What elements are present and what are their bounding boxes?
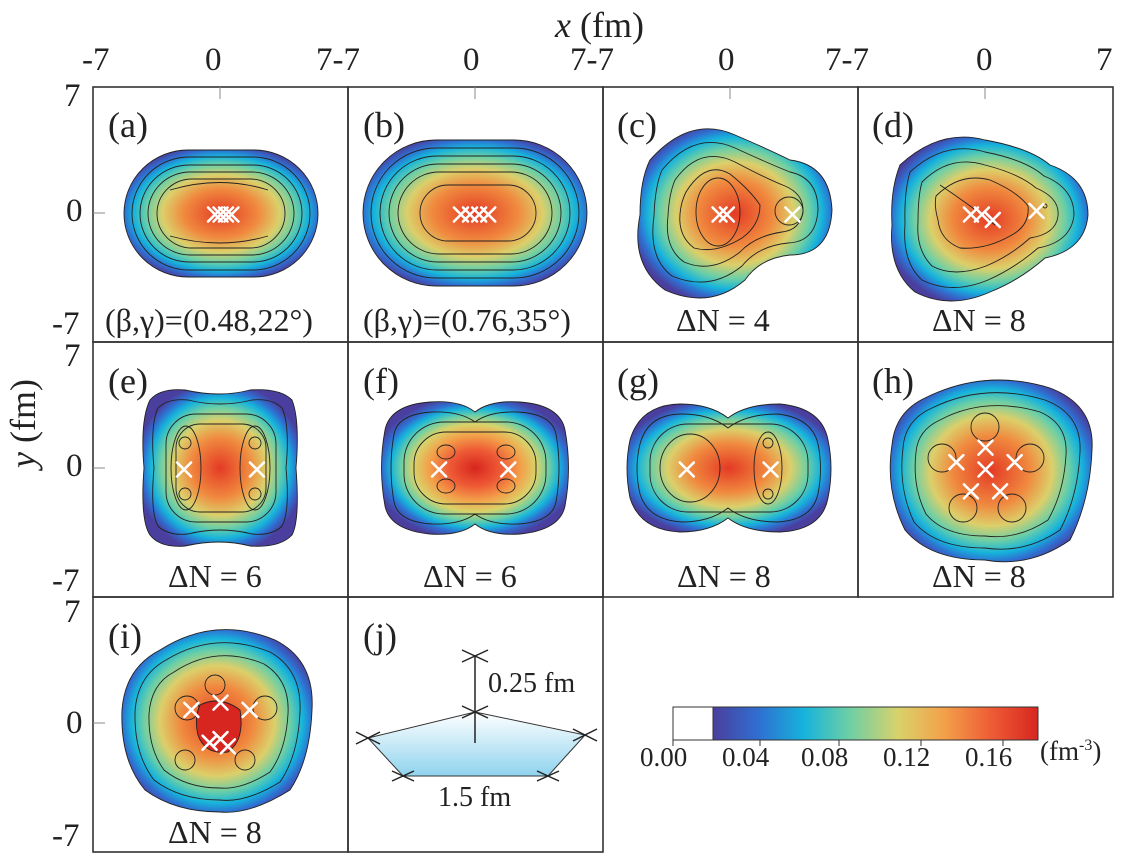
cluster-cross-marker (948, 453, 965, 471)
y-tick-label: 0 (66, 448, 83, 484)
y-tick-label: -7 (52, 818, 80, 854)
y-tick-label: -7 (52, 563, 80, 599)
panel-label-j: (j) (363, 616, 397, 656)
density-map-g (626, 403, 832, 533)
colorbar-unit-base: (fm (1040, 736, 1079, 766)
cluster-cross-marker (977, 439, 994, 456)
x-tick-label: 7-7 (825, 42, 869, 78)
y-tick-label: 7 (64, 338, 81, 374)
panel-caption-a: (β,γ)=(0.48,22°) (105, 302, 313, 338)
density-map-e (142, 389, 298, 547)
panel-caption-g: ΔN = 8 (677, 558, 771, 594)
panel-label-e: (e) (108, 361, 148, 401)
x-tick-label: 7-7 (570, 42, 614, 78)
x-axis-title: x (fm) (555, 4, 644, 46)
panel-caption-f: ΔN = 6 (423, 558, 517, 594)
colorbar-tick-label: 0.04 (722, 742, 770, 772)
panel-caption-i: ΔN = 8 (168, 814, 262, 850)
cluster-cross-marker (183, 701, 200, 719)
density-map-h (889, 379, 1093, 563)
panel-caption-d: ΔN = 8 (932, 302, 1026, 338)
density-map-c (637, 128, 833, 299)
panel-frame-j (347, 596, 604, 853)
x-axis-unit: (fm) (579, 5, 644, 45)
y-tick-label: 7 (64, 594, 81, 630)
cluster-centers (175, 202, 1045, 755)
cluster-cross-marker (206, 206, 224, 223)
colorbar-tick-label: 0.12 (883, 742, 931, 772)
panel-label-c: (c) (617, 105, 657, 145)
cluster-cross-marker (762, 461, 779, 478)
y-tick-label: -7 (52, 306, 80, 342)
x-axis-symbol: x (555, 5, 571, 45)
prism-schematic-j (355, 649, 598, 782)
colorbar (672, 706, 1039, 746)
panel-label-d: (d) (872, 105, 914, 145)
cluster-cross-marker (962, 483, 980, 500)
cluster-cross-marker (175, 461, 193, 478)
cluster-cross-marker (1028, 202, 1045, 220)
annotation-height: 0.25 fm (488, 668, 576, 699)
x-tick-label: 0 (463, 42, 480, 78)
cluster-cross-marker (678, 461, 696, 478)
colorbar-unit: (fm-3) (1040, 736, 1101, 767)
panel-caption-b: (β,γ)=(0.76,35°) (363, 302, 571, 338)
panel-label-b: (b) (363, 105, 405, 145)
cluster-cross-marker (219, 738, 237, 755)
x-tick-label: 7 (1096, 42, 1113, 78)
cluster-cross-marker (984, 211, 1002, 229)
panel-label-g: (g) (617, 361, 659, 401)
cluster-cross-marker (991, 483, 1009, 500)
cluster-cross-marker (241, 701, 258, 719)
cluster-cross-marker (711, 206, 728, 223)
cluster-cross-marker (977, 461, 994, 478)
cluster-cross-marker (973, 206, 991, 223)
panel-frame-h (857, 341, 1114, 598)
x-tick-label: 7-7 (316, 42, 360, 78)
x-tick-label: 0 (976, 42, 993, 78)
panel-label-a: (a) (108, 105, 148, 145)
colorbar-unit-exponent: -3 (1078, 737, 1093, 754)
x-tick-label: 0 (718, 42, 735, 78)
cluster-cross-marker (201, 734, 218, 752)
panel-caption-h: ΔN = 8 (932, 558, 1026, 594)
y-tick-label: 0 (66, 705, 83, 741)
panel-label-h: (h) (872, 361, 914, 401)
colorbar-tick-label: 0.00 (640, 742, 688, 772)
colorbar-gradient (712, 706, 1039, 741)
cluster-cross-marker (1006, 453, 1023, 471)
panel-label-f: (f) (363, 361, 399, 401)
cluster-cross-marker (784, 206, 801, 223)
x-tick-label: -7 (82, 42, 110, 78)
annotation-width: 1.5 fm (438, 782, 512, 813)
y-tick-label: 7 (64, 78, 81, 114)
cluster-cross-marker (248, 461, 266, 478)
cluster-cross-marker (718, 206, 736, 223)
colorbar-tick-label: 0.16 (965, 742, 1013, 772)
density-map-f (381, 401, 569, 535)
y-tick-label: 0 (66, 193, 83, 229)
cluster-cross-marker (430, 461, 448, 478)
panel-caption-e: ΔN = 6 (168, 558, 262, 594)
cluster-cross-marker (223, 206, 240, 223)
density-map-b (362, 139, 588, 287)
density-map-i (121, 629, 313, 813)
panel-caption-c: ΔN = 4 (676, 302, 770, 338)
x-tick-label: 0 (205, 42, 222, 78)
cluster-cross-marker (499, 461, 517, 478)
colorbar-tick-label: 0.08 (801, 742, 849, 772)
colorbar-zero-swatch (672, 706, 714, 741)
density-map-d (891, 136, 1089, 302)
panel-label-i: (i) (108, 616, 142, 656)
cluster-cross-marker (212, 694, 229, 711)
cluster-cross-marker (479, 206, 497, 223)
colorbar-unit-close: ) (1092, 736, 1102, 766)
